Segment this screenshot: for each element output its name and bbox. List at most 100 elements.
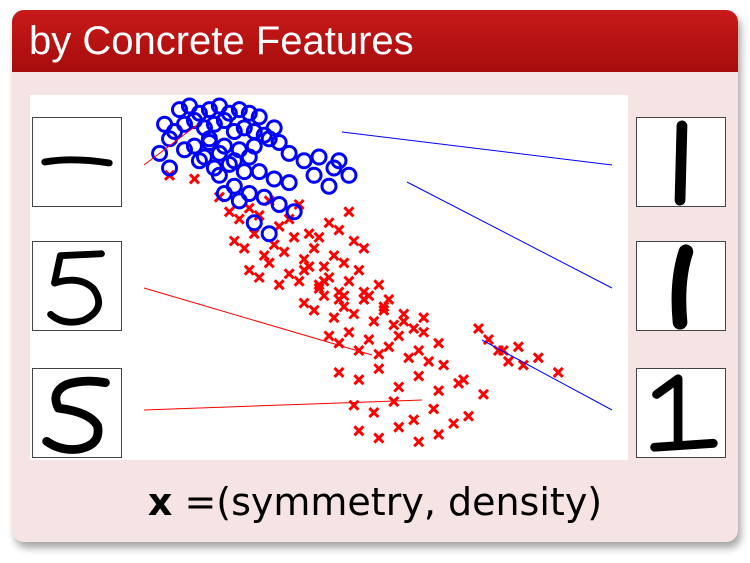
point-digit5 [457,374,470,386]
point-digit1 [250,108,268,126]
point-digit5 [328,312,340,324]
point-digit1 [295,152,313,170]
point-digit5 [343,326,355,338]
point-digit5 [373,279,385,291]
point-digit1 [320,177,338,195]
point-digit1 [161,159,179,177]
point-digit5 [413,344,425,357]
connector-left-1 [143,124,198,166]
point-digit5 [512,341,524,353]
point-digit5 [373,348,385,360]
point-digit5 [228,235,240,247]
point-digit5 [338,257,350,269]
point-digit5 [358,242,370,254]
point-digit5 [298,297,310,309]
point-digit5 [258,250,270,262]
point-digit1 [265,119,283,137]
point-digit5 [423,355,435,368]
point-digit1 [255,188,273,206]
point-digit5 [318,290,330,302]
digit-stroke [671,244,694,330]
point-digit5 [472,323,485,335]
point-digit1 [270,196,288,213]
block-title: by Concrete Features [12,10,738,72]
point-digit5 [482,333,495,346]
point-digit1 [215,112,233,130]
point-digit5 [298,253,310,265]
point-digit5 [368,406,380,419]
point-digit5 [233,213,245,225]
point-digit5 [418,312,430,324]
point-digit5 [348,308,360,320]
point-digit5 [353,264,365,276]
point-digit5 [343,275,355,287]
point-digit1 [225,123,243,140]
point-digit5 [383,293,395,305]
point-digit5 [318,260,330,273]
point-digit5 [333,224,345,236]
point-digit5 [253,271,265,284]
point-digit5 [353,425,365,437]
point-digit1 [205,115,223,133]
point-digit5 [477,388,490,400]
point-digit5 [408,414,420,426]
point-digit5 [188,173,201,185]
point-digit1 [200,101,218,119]
thumb-digit-5-alt [32,368,122,458]
point-digit1 [220,155,238,173]
point-digit5 [383,341,395,353]
point-digit5 [333,366,345,378]
connector-left-3 [143,399,423,411]
point-digit5 [517,359,529,371]
point-digit5 [413,370,425,382]
point-digit5 [328,250,340,262]
thumb-digit-1-horizontal [32,117,122,207]
point-digit5 [283,268,295,280]
point-digit1 [190,152,208,170]
point-digit5 [253,209,265,222]
point-digit5 [388,396,400,408]
beamer-block: by Concrete Features x =(symmetry, densi… [12,10,738,542]
thumb-digit-1-vertical [636,117,726,207]
point-digit5 [403,352,415,364]
point-digit5 [408,323,420,335]
point-digit5 [378,304,390,316]
connector-right-2 [406,181,613,289]
point-digit1 [171,101,188,119]
point-digit5 [353,374,365,386]
point-digit5 [393,381,405,393]
point-digit5 [418,326,430,338]
point-digit5 [368,315,380,327]
point-digit5 [313,282,325,295]
point-digit5 [293,198,305,211]
point-digit1 [210,166,228,184]
point-digit5 [413,436,425,448]
point-digit5 [323,330,335,342]
point-digit5 [238,242,250,254]
point-digit5 [373,432,385,444]
point-digit5 [323,217,335,229]
point-digit1 [265,170,283,188]
formula-features: (symmetry, density) [216,480,603,524]
point-digit5 [343,206,355,218]
thumb-digit-5 [32,241,122,331]
point-digit1 [210,144,228,162]
point-digit5 [283,213,295,225]
point-digit1 [240,104,258,122]
point-digit5 [388,319,400,331]
point-digit1 [235,119,253,137]
point-digit5 [278,246,290,258]
formula-variable: x [147,480,173,524]
point-digit5 [293,275,305,287]
point-digit1 [280,174,298,192]
point-digit1 [185,137,203,155]
point-digit5 [462,410,475,422]
point-digit1 [240,148,258,166]
point-digit1 [151,144,169,162]
point-digit5 [308,242,320,254]
formula-equals: = [172,480,217,524]
point-digit5 [373,363,385,375]
point-digit5 [338,301,350,313]
connector-right-1 [341,131,613,166]
digit-stroke [650,374,718,452]
